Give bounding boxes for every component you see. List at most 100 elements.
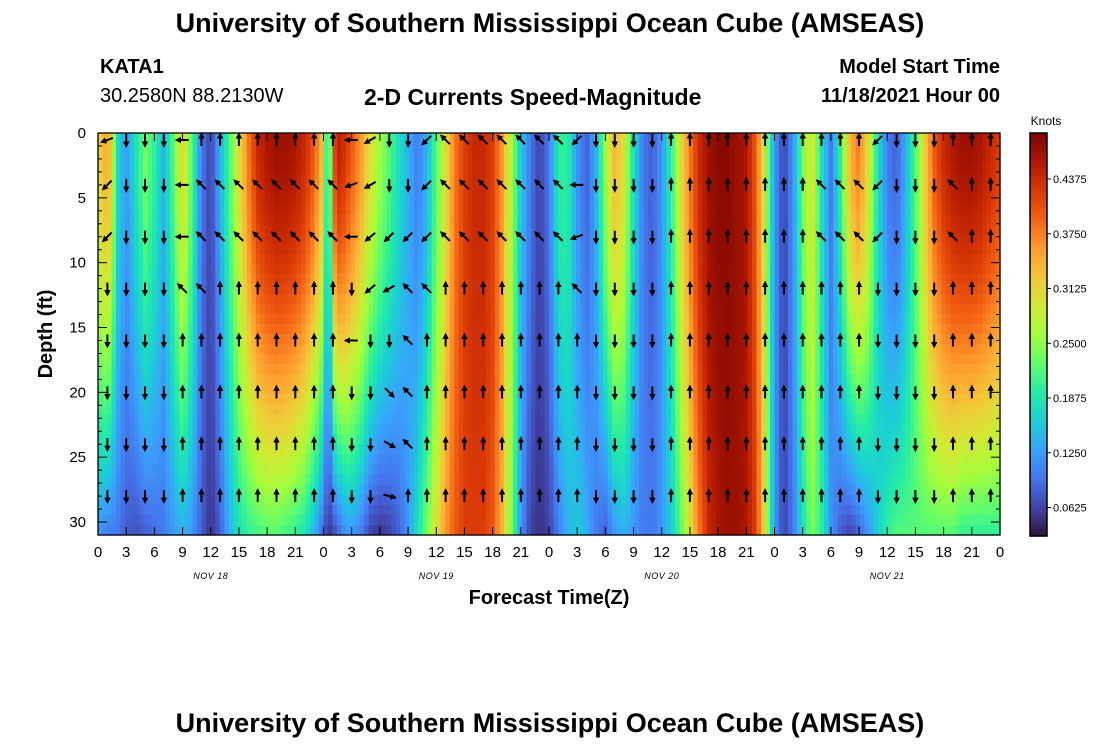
heatmap-cell <box>454 414 460 426</box>
heatmap-cell <box>251 203 257 214</box>
heatmap-cell <box>652 253 658 265</box>
heatmap-cell <box>526 223 532 235</box>
heatmap-cell <box>201 213 207 225</box>
heatmap-cell <box>138 414 144 426</box>
heatmap-cell <box>364 374 370 385</box>
heatmap-cell <box>409 394 415 405</box>
heatmap-cell <box>323 494 329 506</box>
heatmap-cell <box>643 344 649 355</box>
heatmap-cell <box>472 484 478 496</box>
heatmap-cell <box>467 283 473 295</box>
heatmap-cell <box>305 253 311 265</box>
heatmap-cell <box>107 173 113 184</box>
heatmap-cell <box>107 404 113 415</box>
heatmap-cell <box>346 504 352 516</box>
heatmap-cell <box>558 243 564 255</box>
heatmap-cell <box>355 173 361 184</box>
heatmap-cell <box>454 183 460 194</box>
heatmap-cell <box>328 153 334 164</box>
heatmap-cell <box>467 143 473 154</box>
heatmap-cell <box>634 374 640 385</box>
heatmap-cell <box>562 464 568 476</box>
heatmap-cell <box>300 233 307 245</box>
heatmap-cell <box>526 203 532 214</box>
heatmap-cell <box>219 494 225 506</box>
heatmap-cell <box>328 263 334 275</box>
heatmap-cell <box>594 364 600 375</box>
heatmap-cell <box>192 334 198 345</box>
heatmap-cell <box>454 313 460 325</box>
heatmap-cell <box>377 394 383 405</box>
heatmap-cell <box>318 273 325 285</box>
heatmap-cell <box>652 464 658 476</box>
heatmap-cell <box>445 404 451 415</box>
heatmap-cell <box>436 384 442 395</box>
heatmap-cell <box>287 273 293 285</box>
heatmap-cell <box>382 354 388 365</box>
heatmap-cell <box>562 454 568 466</box>
heatmap-cell <box>567 223 573 235</box>
heatmap-cell <box>395 364 401 375</box>
heatmap-cell <box>255 303 261 315</box>
heatmap-cell <box>418 374 424 385</box>
heatmap-cell <box>625 374 631 385</box>
heatmap-cell <box>445 334 451 345</box>
heatmap-cell <box>508 233 514 245</box>
heatmap-cell <box>535 143 541 154</box>
heatmap-cell <box>634 484 640 496</box>
heatmap-cell <box>589 173 595 184</box>
heatmap-cell <box>346 183 352 194</box>
heatmap-cell <box>580 263 586 275</box>
heatmap-cell <box>237 344 243 355</box>
heatmap-cell <box>409 494 415 506</box>
heatmap-cell <box>436 283 442 295</box>
heatmap-cell <box>454 173 460 184</box>
heatmap-cell <box>224 323 230 335</box>
heatmap-cell <box>395 193 401 204</box>
heatmap-cell <box>535 153 541 164</box>
heatmap-cell <box>549 243 555 255</box>
heatmap-cell <box>539 394 546 405</box>
heatmap-cell <box>503 404 510 415</box>
heatmap-cell <box>179 223 185 235</box>
heatmap-cell <box>467 193 473 204</box>
heatmap-cell <box>521 424 528 436</box>
heatmap-cell <box>355 514 361 526</box>
heatmap-cell <box>476 504 482 516</box>
heatmap-cell <box>138 243 144 255</box>
heatmap-cell <box>530 414 537 426</box>
heatmap-cell <box>382 494 388 506</box>
heatmap-cell <box>152 404 158 415</box>
heatmap-cell <box>296 223 302 235</box>
heatmap-cell <box>165 223 171 235</box>
heatmap-cell <box>643 494 649 506</box>
heatmap-cell <box>364 303 370 315</box>
heatmap-cell <box>116 303 122 315</box>
heatmap-cell <box>418 203 424 214</box>
heatmap-cell <box>418 494 424 506</box>
heatmap-cell <box>188 414 194 426</box>
heatmap-cell <box>156 334 162 345</box>
heatmap-cell <box>210 344 216 355</box>
heatmap-cell <box>567 173 573 184</box>
heatmap-cell <box>355 374 361 385</box>
heatmap-cell <box>373 364 379 375</box>
heatmap-cell <box>183 223 189 235</box>
heatmap-cell <box>521 263 528 275</box>
heatmap-cell <box>116 354 122 365</box>
heatmap-cell <box>332 494 338 506</box>
heatmap-cell <box>183 394 189 405</box>
heatmap-cell <box>138 133 144 144</box>
heatmap-cell <box>291 153 298 164</box>
heatmap-cell <box>612 243 618 255</box>
heatmap-cell <box>607 444 613 456</box>
heatmap-cell <box>472 424 478 436</box>
heatmap-cell <box>201 173 207 184</box>
heatmap-cell <box>120 323 126 335</box>
heatmap-cell <box>309 173 316 184</box>
heatmap-cell <box>404 293 410 305</box>
heatmap-cell <box>134 414 140 426</box>
heatmap-cell <box>467 504 473 516</box>
heatmap-cell <box>192 313 198 325</box>
heatmap-cell <box>391 163 397 174</box>
